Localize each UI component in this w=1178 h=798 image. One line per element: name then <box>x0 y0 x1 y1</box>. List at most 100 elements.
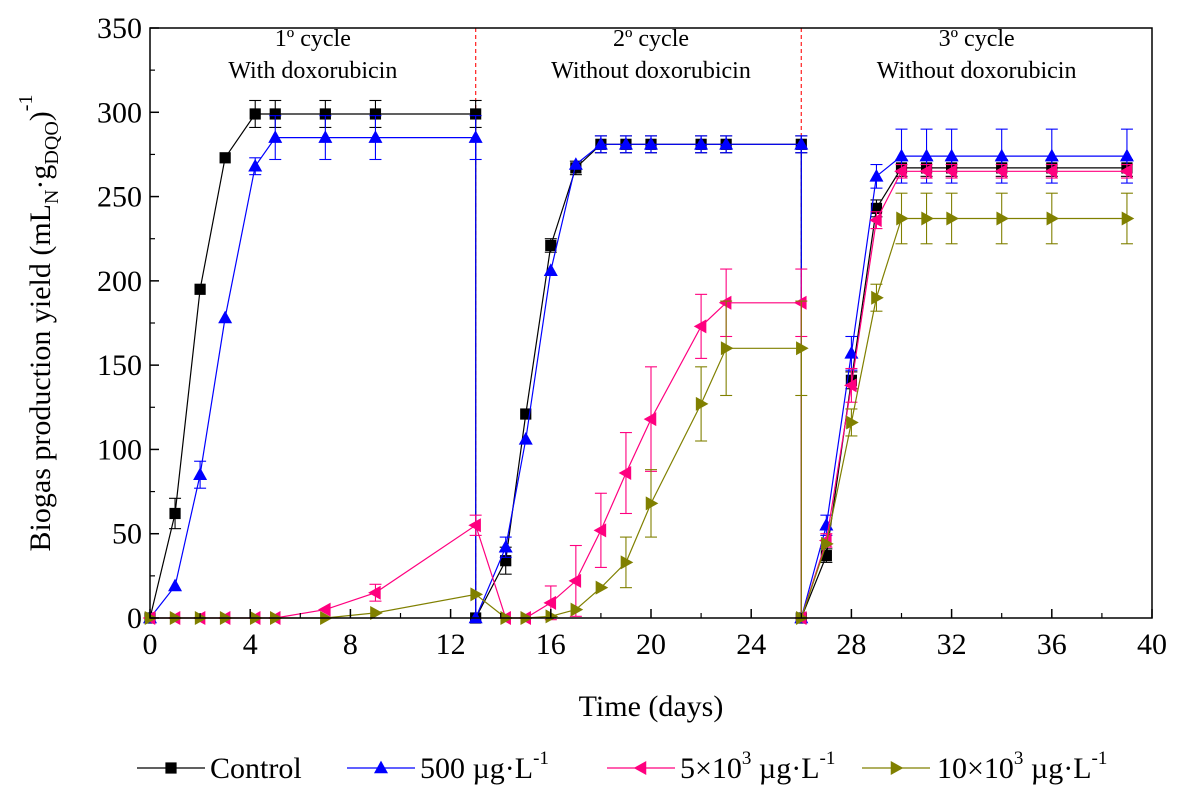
data-point <box>994 164 1007 179</box>
data-point <box>719 136 734 150</box>
y-tick-label: 100 <box>97 433 142 466</box>
legend-label-sup: 3 <box>742 748 752 769</box>
data-point <box>894 164 907 179</box>
legend-label: 500 µg·L-1 <box>420 748 549 785</box>
data-point <box>844 378 857 393</box>
cycle-label-condition: Without doxorubicin <box>551 58 751 84</box>
data-point <box>720 341 734 356</box>
x-tick-label: 16 <box>536 628 566 661</box>
data-point <box>869 168 884 182</box>
legend-label: 10×103 µg·L-1 <box>937 748 1107 785</box>
data-point <box>633 761 647 775</box>
data-point <box>248 158 263 172</box>
data-point <box>694 136 709 150</box>
data-point <box>218 310 233 324</box>
data-point <box>165 762 177 774</box>
legend-item: 5×103 µg·L-1 <box>607 748 835 785</box>
x-tick-label: 28 <box>836 628 866 661</box>
data-point <box>1119 148 1134 162</box>
data-point <box>470 108 482 120</box>
cycle-label-title: 1º cycle <box>275 26 351 52</box>
data-point <box>194 283 206 295</box>
cycle-label-title: 3º cycle <box>939 26 1015 52</box>
series-line <box>150 217 1127 619</box>
data-point <box>498 539 513 553</box>
data-point <box>168 578 183 592</box>
legend-label-sup: -1 <box>820 748 836 769</box>
data-point <box>1044 148 1059 162</box>
x-tick-label: 40 <box>1137 628 1167 661</box>
data-point <box>1119 164 1133 179</box>
cycle-label-title: 2º cycle <box>613 26 689 52</box>
legend-label-text: 10×10 <box>937 752 1014 785</box>
legend-label: 5×103 µg·L-1 <box>680 748 835 785</box>
data-point <box>500 555 512 567</box>
y-tick-label: 250 <box>97 181 142 214</box>
legend: Control 500 µg·L-1 5×103 µg·L-1 10×103 µg·L… <box>137 748 1107 785</box>
data-point <box>821 536 834 551</box>
cycle-dividers <box>474 28 802 618</box>
data-point <box>545 239 557 252</box>
series-4 <box>144 192 1135 625</box>
data-point <box>370 605 383 620</box>
data-point <box>871 290 884 305</box>
data-point <box>468 518 481 533</box>
data-point <box>1121 211 1135 226</box>
data-point <box>996 211 1010 226</box>
data-point <box>921 211 934 226</box>
data-point <box>368 585 381 600</box>
series-group <box>142 99 1135 625</box>
data-point <box>374 760 388 774</box>
data-point <box>219 152 231 164</box>
y-tick-label: 150 <box>97 349 142 382</box>
data-point <box>269 108 281 120</box>
data-point <box>318 130 333 143</box>
series-1 <box>144 99 1133 624</box>
y-tick-label: 300 <box>97 96 142 129</box>
data-point <box>568 573 582 588</box>
cycle-label-condition: Without doxorubicin <box>877 58 1077 84</box>
data-point <box>593 136 608 150</box>
legend-item: 10×103 µg·L-1 <box>862 748 1107 785</box>
data-point <box>568 157 583 170</box>
y-tick-label: 0 <box>127 602 142 635</box>
y-tick-label: 200 <box>97 265 142 298</box>
data-point <box>944 164 957 179</box>
data-point <box>520 408 532 420</box>
series-line <box>149 137 1127 619</box>
legend-label-sup: -1 <box>1092 748 1108 769</box>
data-point <box>470 587 483 602</box>
x-tick-label: 20 <box>636 628 666 661</box>
data-point <box>695 396 709 411</box>
data-point <box>846 415 859 430</box>
legend-item: Control <box>137 752 302 785</box>
data-point <box>368 130 383 143</box>
data-point <box>890 761 904 775</box>
data-point <box>468 130 483 143</box>
y-axis-title-sub-n: N <box>41 190 63 204</box>
data-point <box>369 108 382 120</box>
y-tick-label: 350 <box>97 12 142 45</box>
data-point <box>318 602 331 617</box>
data-point <box>620 555 634 570</box>
data-point <box>794 136 809 150</box>
legend-label-text: Control <box>210 752 302 785</box>
data-point <box>1046 211 1060 226</box>
data-point <box>820 550 832 562</box>
legend-item: 500 µg·L-1 <box>347 748 549 785</box>
data-point <box>193 467 208 480</box>
data-point <box>570 602 584 617</box>
data-point <box>1044 164 1058 179</box>
data-point <box>545 609 559 624</box>
data-point <box>643 412 657 427</box>
y-axis-title-main: Biogas production yield (mL <box>24 204 57 551</box>
legend-label-sup: -1 <box>533 748 549 769</box>
cycle-labels: 1º cycle With doxorubicin 2º cycle Without … <box>228 26 1076 84</box>
data-point <box>994 148 1009 162</box>
data-point <box>543 263 558 276</box>
data-point <box>919 148 934 162</box>
data-point <box>693 319 707 334</box>
legend-label-text: 500 µg·L <box>420 752 533 785</box>
y-axis-title-dot: ·g <box>24 165 57 190</box>
